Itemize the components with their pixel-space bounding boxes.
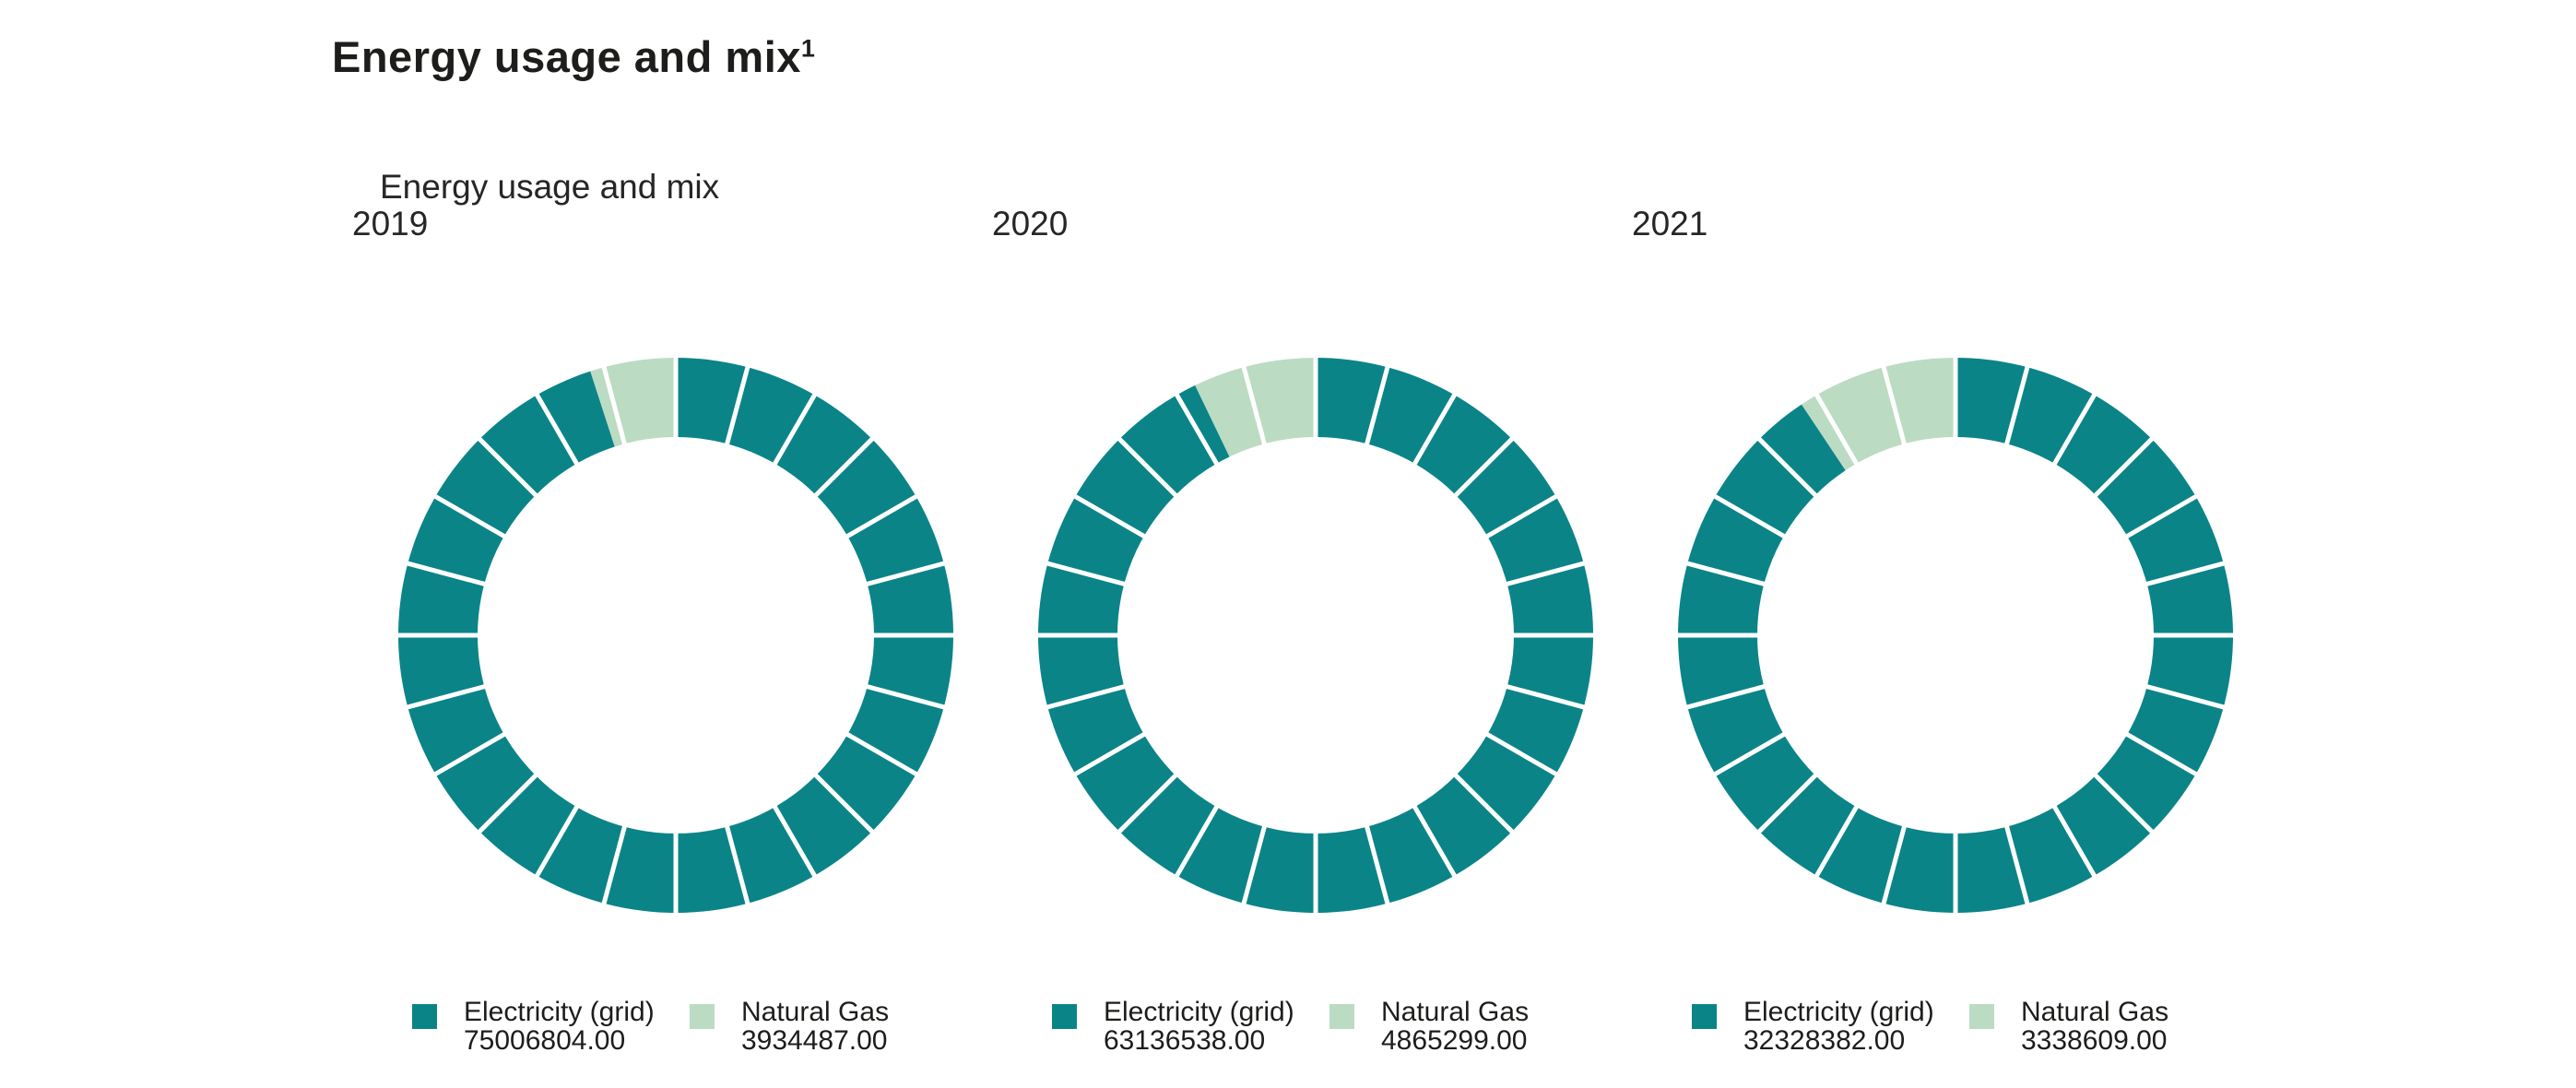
legend-value-natural-gas: 3934487.00 [741,1025,888,1056]
donut-hole [478,437,874,834]
panel-2019: 2019 Electricity (grid) 75006804.00 Natu… [339,0,979,1088]
donut-chart-2019 [397,357,954,914]
legend-label-electricity: Electricity (grid) [464,997,655,1027]
legend-2020: Electricity (grid) 63136538.00 Natural G… [1052,998,1529,1055]
legend-2021: Electricity (grid) 32328382.00 Natural G… [1692,998,2168,1055]
year-label-2020: 2020 [992,205,1069,242]
natural-gas-swatch [1329,1004,1354,1029]
legend-item-electricity: Electricity (grid) 63136538.00 [1052,998,1329,1055]
legend-item-electricity: Electricity (grid) 75006804.00 [412,998,690,1055]
legend-2019: Electricity (grid) 75006804.00 Natural G… [412,998,889,1055]
year-label-2021: 2021 [1632,205,1708,242]
page-title-text: Energy usage and mix [332,32,801,81]
natural-gas-swatch [1969,1004,1994,1029]
legend-value-natural-gas: 4865299.00 [1381,1025,1528,1056]
donut-hole [1117,437,1514,834]
legend-item-electricity: Electricity (grid) 32328382.00 [1692,998,1969,1055]
donut-chart-2020 [1037,357,1594,914]
donut-hole [1757,437,2154,834]
footnote-marker: 1 [800,34,816,63]
legend-value-electricity: 75006804.00 [464,1025,626,1056]
legend-label-electricity: Electricity (grid) [1743,997,1934,1027]
legend-label-natural-gas: Natural Gas [1381,997,1530,1027]
legend-item-natural-gas: Natural Gas 4865299.00 [1329,998,1529,1055]
panel-2021: 2021 Electricity (grid) 32328382.00 Natu… [1619,0,2259,1088]
page-title: Energy usage and mix1 [332,31,815,82]
panel-2020: 2020 Electricity (grid) 63136538.00 Natu… [979,0,1619,1088]
legend-value-electricity: 63136538.00 [1104,1025,1266,1056]
year-label-2019: 2019 [352,205,429,242]
legend-label-natural-gas: Natural Gas [2021,997,2169,1027]
electricity-swatch [412,1004,437,1029]
legend-value-electricity: 32328382.00 [1743,1025,1906,1056]
chart-subtitle: Energy usage and mix [380,168,720,206]
donut-chart-2021 [1677,357,2234,914]
legend-label-electricity: Electricity (grid) [1104,997,1294,1027]
legend-value-natural-gas: 3338609.00 [2021,1025,2168,1056]
legend-label-natural-gas: Natural Gas [741,997,890,1027]
electricity-swatch [1692,1004,1717,1029]
legend-item-natural-gas: Natural Gas 3934487.00 [690,998,889,1055]
legend-item-natural-gas: Natural Gas 3338609.00 [1969,998,2168,1055]
electricity-swatch [1052,1004,1077,1029]
natural-gas-swatch [690,1004,715,1029]
